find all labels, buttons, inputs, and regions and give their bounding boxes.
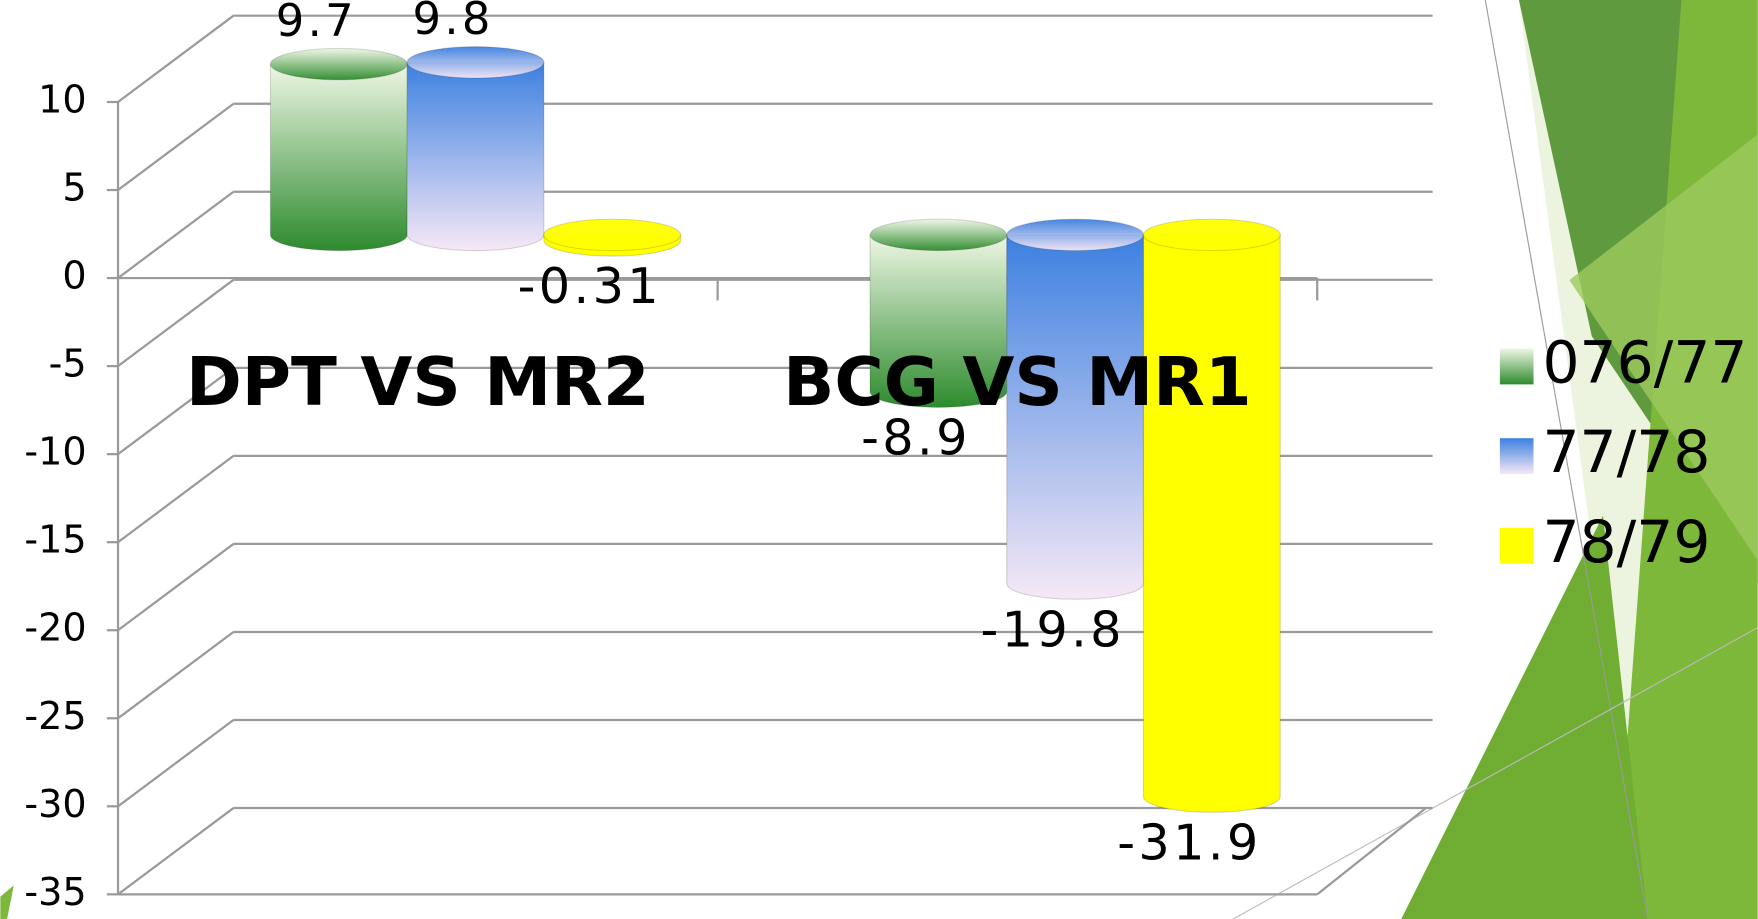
y-tick-label: -20 bbox=[24, 606, 86, 650]
grid-line-side bbox=[118, 16, 233, 102]
grid-line-side bbox=[118, 456, 233, 542]
cylinder-cap bbox=[1143, 219, 1280, 250]
y-tick-label: -35 bbox=[24, 870, 86, 914]
legend-label: 78/79 bbox=[1542, 508, 1710, 576]
y-tick-label: 5 bbox=[62, 166, 86, 210]
value-label: -19.8 bbox=[981, 600, 1125, 658]
cylinder-cap bbox=[407, 47, 544, 78]
value-label: 9.8 bbox=[412, 0, 493, 45]
y-tick-label: -5 bbox=[49, 342, 87, 386]
cylinder-cap bbox=[870, 219, 1007, 250]
grid-line-side bbox=[118, 192, 233, 278]
grid-line-side bbox=[118, 808, 233, 894]
x-category-label: DPT VS MR2 bbox=[186, 343, 650, 421]
cylinder-cap bbox=[270, 48, 407, 79]
legend-swatch bbox=[1500, 438, 1534, 474]
cylinder-cap bbox=[1007, 219, 1144, 250]
grid-line-side bbox=[118, 720, 233, 806]
value-label: -0.31 bbox=[518, 257, 662, 315]
y-tick-label: 0 bbox=[62, 254, 86, 298]
value-label: -31.9 bbox=[1117, 813, 1261, 871]
page: 1050-5-10-15-20-25-30-359.79.8-0.31-8.9-… bbox=[0, 0, 1758, 919]
legend-swatch bbox=[1500, 528, 1534, 564]
legend-label: 77/78 bbox=[1542, 418, 1710, 486]
y-tick-label: -25 bbox=[24, 694, 86, 738]
cylinder bbox=[270, 64, 407, 250]
y-tick-label: -10 bbox=[24, 430, 86, 474]
cylinder-cap bbox=[544, 219, 681, 250]
cylinder bbox=[407, 62, 544, 250]
legend-swatch bbox=[1500, 349, 1534, 385]
grid-line-side bbox=[118, 104, 233, 190]
y-tick-label: -15 bbox=[24, 518, 86, 562]
value-label: 9.7 bbox=[276, 0, 357, 47]
cylinder bbox=[1143, 235, 1280, 812]
legend-label: 076/77 bbox=[1542, 329, 1747, 397]
grid-line-side bbox=[118, 544, 233, 630]
y-tick-label: -30 bbox=[24, 782, 86, 826]
grid-line-side bbox=[118, 632, 233, 718]
x-category-label: BCG VS MR1 bbox=[783, 343, 1252, 421]
y-tick-label: 10 bbox=[38, 77, 86, 121]
chart: 1050-5-10-15-20-25-30-359.79.8-0.31-8.9-… bbox=[0, 0, 1758, 919]
floor-edge bbox=[1317, 808, 1426, 894]
